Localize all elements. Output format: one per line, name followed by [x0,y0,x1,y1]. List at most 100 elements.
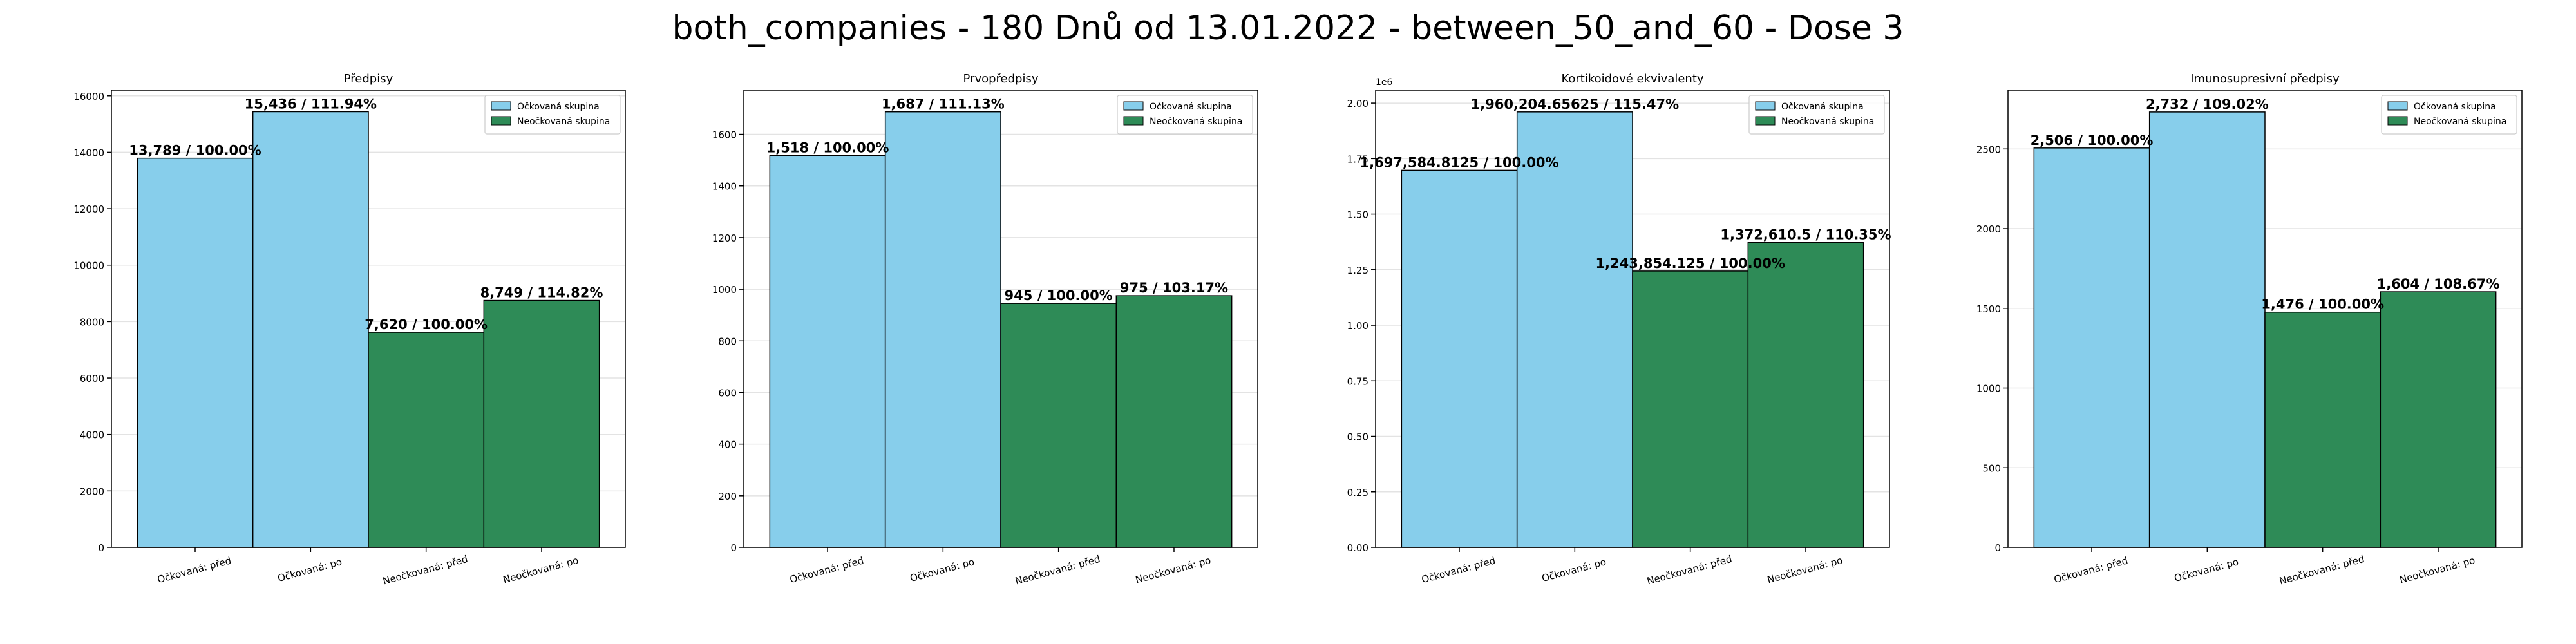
y-tick-label: 600 [718,387,737,399]
bar-value-label: 1,476 / 100.00% [2261,297,2384,312]
axes-frame [1375,90,1890,548]
bar [2033,147,2150,548]
legend-box [1748,95,1885,135]
y-tick-label: 10000 [73,260,104,272]
x-tick-label: Očkovaná: před [1420,554,1497,585]
bar-value-label: 1,960,204.65625 / 115.47% [1471,97,1680,112]
x-tick-label: Neočkovaná: po [1766,554,1844,586]
figure-title: both_companies - 180 Dnů od 13.01.2022 -… [672,9,1904,48]
bar-value-label: 8,749 / 114.82% [480,285,603,301]
bar-value-label: 1,372,610.5 / 110.35% [1720,227,1891,243]
bar [1115,295,1233,548]
y-tick-label: 2500 [1976,144,2001,155]
bar [483,299,600,548]
bar [1401,169,1518,548]
bar-value-label: 1,518 / 100.00% [766,140,889,155]
bar-value-label: 1,697,584.8125 / 100.00% [1359,155,1558,170]
x-tick-label: Očkovaná: po [276,556,343,584]
legend-label: Neočkovaná skupina [1150,117,1242,127]
legend-label: Neočkovaná skupina [2414,117,2506,127]
legend-label: Očkovaná skupina [517,102,600,112]
x-tick-label: Neočkovaná: po [1134,554,1212,586]
y-tick-label: 0.50 [1347,431,1368,443]
legend-label: Očkovaná skupina [1781,102,1864,112]
chart-title: Prvopředpisy [963,72,1039,86]
chart-title: Imunosupresivní předpisy [2190,72,2340,86]
y-tick-label: 0.25 [1347,487,1368,498]
y-tick-label: 2.00 [1347,98,1368,109]
legend-swatch [1123,101,1144,111]
legend-swatch [491,101,511,111]
x-tick-label: Očkovaná: po [909,556,976,584]
y-tick-label: 0 [1994,542,2001,554]
bar-value-label: 2,506 / 100.00% [2031,133,2154,148]
chart-title: Předpisy [344,72,393,86]
y-tick-label: 1.75 [1347,153,1368,165]
x-tick-label: Očkovaná: před [788,554,865,585]
legend-label: Neočkovaná skupina [1781,117,1874,127]
legend-swatch [491,116,511,126]
legend-swatch [1755,116,1776,126]
y-tick-label: 0 [730,542,737,554]
bar [2264,311,2382,548]
legend-swatch [1755,101,1776,111]
y-tick-label: 1.25 [1347,265,1368,276]
y-tick-label: 2000 [80,486,104,497]
bar [1632,270,1749,548]
legend-swatch [2387,101,2408,111]
y-tick-label: 500 [1982,462,2001,474]
x-tick-label: Očkovaná: před [156,554,232,585]
bar-value-label: 7,620 / 100.00% [365,317,488,332]
y-tick-label: 0 [98,542,104,554]
bar-value-label: 945 / 100.00% [1005,288,1113,303]
y-offset-label: 1e6 [1376,77,1393,88]
y-tick-label: 800 [718,336,737,347]
y-tick-label: 12000 [73,204,104,215]
legend-box [2381,95,2517,135]
bar-value-label: 1,243,854.125 / 100.00% [1595,256,1785,271]
y-tick-label: 14000 [73,147,104,158]
x-tick-label: Neočkovaná: po [2398,554,2476,586]
y-tick-label: 1000 [712,284,737,296]
x-tick-label: Neočkovaná: před [1645,553,1733,587]
bar-value-label: 2,732 / 109.02% [2146,97,2269,112]
legend-label: Očkovaná skupina [2414,102,2496,112]
bar [1516,111,1633,548]
bar [1000,303,1117,548]
bar-value-label: 13,789 / 100.00% [129,143,261,158]
y-tick-label: 6000 [80,373,104,384]
y-tick-label: 0.00 [1347,542,1368,554]
bar-value-label: 1,604 / 108.67% [2377,276,2500,292]
bar-value-label: 15,436 / 111.94% [245,96,377,111]
y-tick-label: 1400 [712,181,737,193]
legend-box [1117,95,1253,135]
y-tick-label: 1.50 [1347,209,1368,221]
bar [368,332,485,548]
y-tick-label: 4000 [80,430,104,441]
legend-box [484,95,621,135]
y-tick-label: 1500 [1976,303,2001,315]
bar [1747,242,1864,548]
x-tick-label: Neočkovaná: před [381,553,469,587]
y-tick-label: 16000 [73,91,104,102]
bar-value-label: 1,687 / 111.13% [882,97,1005,112]
bar [884,111,1001,548]
x-tick-label: Neočkovaná: po [502,554,580,586]
legend-label: Očkovaná skupina [1150,102,1232,112]
y-tick-label: 2000 [1976,223,2001,235]
y-tick-label: 0.75 [1347,375,1368,387]
axes-frame [111,90,626,548]
bar [252,111,369,548]
chart-title: Kortikoidové ekvivalenty [1561,72,1703,86]
x-tick-label: Neočkovaná: před [2278,553,2365,587]
y-tick-label: 8000 [80,316,104,328]
y-tick-label: 1000 [1976,383,2001,395]
y-tick-label: 400 [718,439,737,451]
axes-frame [2007,90,2523,548]
axes-frame [743,90,1258,548]
x-tick-label: Očkovaná: po [1540,556,1607,584]
y-tick-label: 1600 [712,129,737,141]
bar-value-label: 975 / 103.17% [1120,280,1228,296]
legend-label: Neočkovaná skupina [517,117,610,127]
